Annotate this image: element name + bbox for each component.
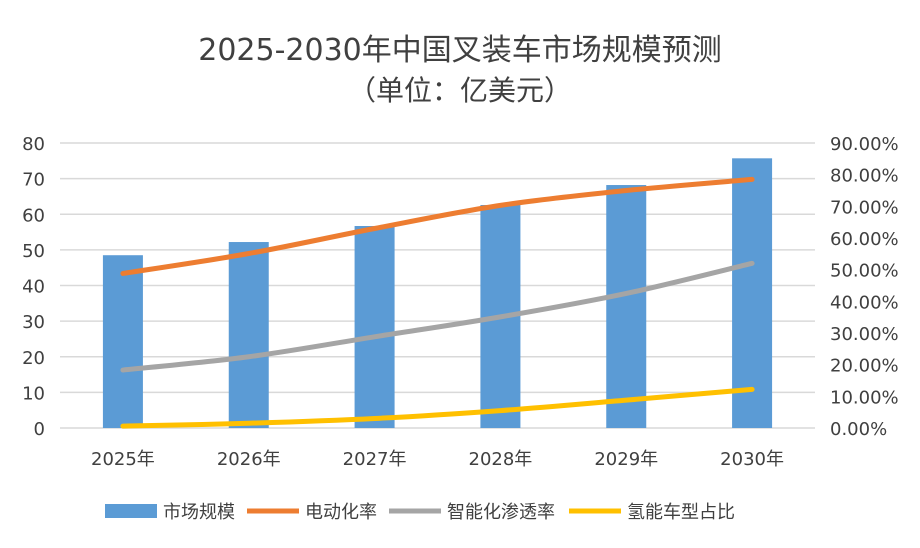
y-right-tick-label: 80.00% <box>830 166 899 187</box>
y-left-tick-label: 40 <box>22 277 45 298</box>
y-right-tick-label: 70.00% <box>830 197 899 218</box>
y-left-tick-label: 60 <box>22 205 45 226</box>
bar <box>354 226 395 428</box>
y-right-tick-label: 60.00% <box>830 229 899 250</box>
x-tick-label: 2028年 <box>469 449 533 470</box>
y-left-tick-label: 0 <box>34 419 45 440</box>
series-line <box>120 386 755 429</box>
y-right-tick-label: 10.00% <box>830 387 899 408</box>
y-right-tick-label: 90.00% <box>830 134 899 155</box>
bar <box>732 158 773 428</box>
y-left-tick-label: 50 <box>22 241 45 262</box>
y-right-tick-label: 50.00% <box>830 261 899 282</box>
x-tick-label: 2026年 <box>217 449 281 470</box>
legend-label: 市场规模 <box>163 502 235 523</box>
legend-swatch <box>105 504 157 518</box>
y-left-tick-label: 10 <box>22 383 45 404</box>
x-tick-label: 2025年 <box>91 449 155 470</box>
y-left-tick-label: 30 <box>22 312 45 333</box>
y-right-tick-label: 20.00% <box>830 356 899 377</box>
y-right-tick-label: 40.00% <box>830 292 899 313</box>
y-right-tick-label: 30.00% <box>830 324 899 345</box>
legend-label: 智能化渗透率 <box>447 502 555 523</box>
bar <box>102 255 143 428</box>
bar <box>606 185 647 428</box>
y-right-tick-label: 0.00% <box>830 419 887 440</box>
series-line <box>120 176 755 276</box>
y-left-tick-label: 20 <box>22 348 45 369</box>
chart-title-line2: （单位：亿美元） <box>348 74 572 107</box>
chart-title-line1: 2025-2030年中国叉装车市场规模预测 <box>198 33 722 68</box>
y-left-tick-label: 80 <box>22 134 45 155</box>
x-tick-label: 2029年 <box>594 449 658 470</box>
x-tick-label: 2027年 <box>343 449 407 470</box>
y-left-tick-label: 70 <box>22 170 45 191</box>
bar <box>228 242 269 428</box>
series-line <box>120 260 755 373</box>
legend-label: 电动化率 <box>305 502 377 523</box>
legend-label: 氢能车型占比 <box>627 502 735 523</box>
x-tick-label: 2030年 <box>720 449 784 470</box>
